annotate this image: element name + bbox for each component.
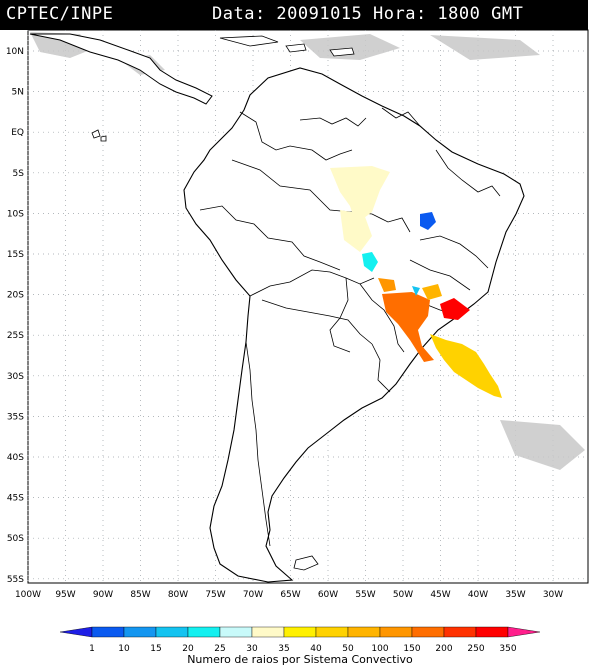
colorbar-segment: [187, 626, 221, 638]
convective-system-red: [440, 298, 470, 320]
lon-label: 80W: [168, 590, 188, 600]
colorbar-segment: [251, 626, 285, 638]
colorbar-segment: [315, 626, 349, 638]
colorbar-title: Numero de raios por Sistema Convectivo: [187, 653, 413, 666]
header-bar: CPTEC/INPE Data: 20091015 Hora: 1800 GMT: [0, 0, 588, 30]
lon-label: 40W: [468, 590, 488, 600]
colorbar-segment: [379, 626, 413, 638]
colorbar-tick-label: 100: [371, 644, 388, 654]
lon-label: 65W: [280, 590, 300, 600]
colorbar-segment: [507, 626, 541, 638]
lat-label: EQ: [11, 128, 24, 138]
lat-label: 55S: [7, 575, 24, 585]
colorbar-segment: [123, 626, 157, 638]
colorbar-segment: [347, 626, 381, 638]
lat-label: 30S: [7, 372, 24, 382]
colorbar-tick-label: 150: [403, 644, 420, 654]
convective-system-dark-orange: [382, 292, 434, 362]
lon-label: 95W: [55, 590, 75, 600]
colorbar-tick-labels: 1 10 15 20 25 30 35 40 50 100 150 200 250 350: [89, 644, 517, 654]
lon-label: 35W: [505, 590, 525, 600]
lon-label: 100W: [15, 590, 41, 600]
convective-systems: [330, 166, 502, 398]
lat-label: 20S: [7, 291, 24, 301]
lat-label: 10N: [6, 47, 24, 57]
lat-label: 5S: [13, 169, 25, 179]
lat-label: 25S: [7, 331, 24, 341]
lon-label: 30W: [543, 590, 563, 600]
colorbar-segment: [475, 626, 509, 638]
convective-system-orange: [378, 278, 396, 292]
colorbar-segment: [283, 626, 317, 638]
lon-label: 50W: [393, 590, 413, 600]
colorbar-tick-label: 35: [278, 644, 289, 654]
colorbar-tick-label: 10: [118, 644, 130, 654]
lon-label: 60W: [318, 590, 338, 600]
convective-system-light-yellow: [330, 166, 390, 224]
lon-label: 85W: [130, 590, 150, 600]
longitude-labels: 100W 95W 90W 85W 80W 75W 70W 65W 60W 55W 50W 45W 40W…: [15, 590, 563, 600]
convective-system-cyan: [362, 252, 378, 272]
lon-label: 55W: [355, 590, 375, 600]
lon-label: 45W: [430, 590, 450, 600]
central-america-outline: [29, 33, 213, 105]
lon-label: 70W: [243, 590, 263, 600]
falkland-islands: [293, 555, 319, 571]
colorbar-segment: [59, 626, 93, 638]
colorbar-tick-label: 250: [467, 644, 484, 654]
colorbar-tick-label: 40: [310, 644, 322, 654]
lat-label: 10S: [7, 209, 24, 219]
colorbar-tick-label: 200: [435, 644, 452, 654]
galapagos-islands: [91, 129, 107, 142]
colorbar-tick-label: 15: [150, 644, 161, 654]
lat-label: 40S: [7, 453, 24, 463]
lat-label: 35S: [7, 412, 24, 422]
lat-label: 15S: [7, 250, 24, 260]
convective-system-light-yellow-2: [340, 210, 372, 252]
lat-label: 5N: [12, 88, 24, 98]
colorbar-segment: [219, 626, 253, 638]
colorbar-tick-label: 350: [499, 644, 516, 654]
convective-system-blue: [420, 212, 436, 230]
colorbar-segment: [91, 626, 125, 638]
datetime-label: Data: 20091015 Hora: 1800 GMT: [212, 4, 524, 24]
colorbar-segment: [155, 626, 189, 638]
colorbar-tick-label: 30: [246, 644, 258, 654]
south-america-outline: [183, 67, 525, 583]
lon-label: 90W: [93, 590, 113, 600]
convective-system-orange-2: [422, 284, 442, 300]
colorbar-tick-label: 50: [342, 644, 354, 654]
colorbar-tick-label: 25: [214, 644, 225, 654]
colorbar-tick-label: 20: [182, 644, 194, 654]
latitude-labels: 10N 5N EQ 5S 10S 15S 20S 25S 30S 35S 40S 45S 50S 55S: [6, 47, 24, 585]
colorbar-tick-label: 1: [89, 644, 95, 654]
convective-system-cyan-2: [412, 286, 420, 296]
lat-label: 45S: [7, 494, 24, 504]
lat-label: 50S: [7, 534, 24, 544]
convective-system-yellow: [430, 334, 502, 398]
lon-label: 75W: [205, 590, 225, 600]
colorbar-segment: [411, 626, 445, 638]
caribbean-islands: [219, 35, 355, 57]
colorbar: [59, 626, 541, 638]
source-label: CPTEC/INPE: [6, 4, 114, 24]
colorbar-segment: [443, 626, 477, 638]
